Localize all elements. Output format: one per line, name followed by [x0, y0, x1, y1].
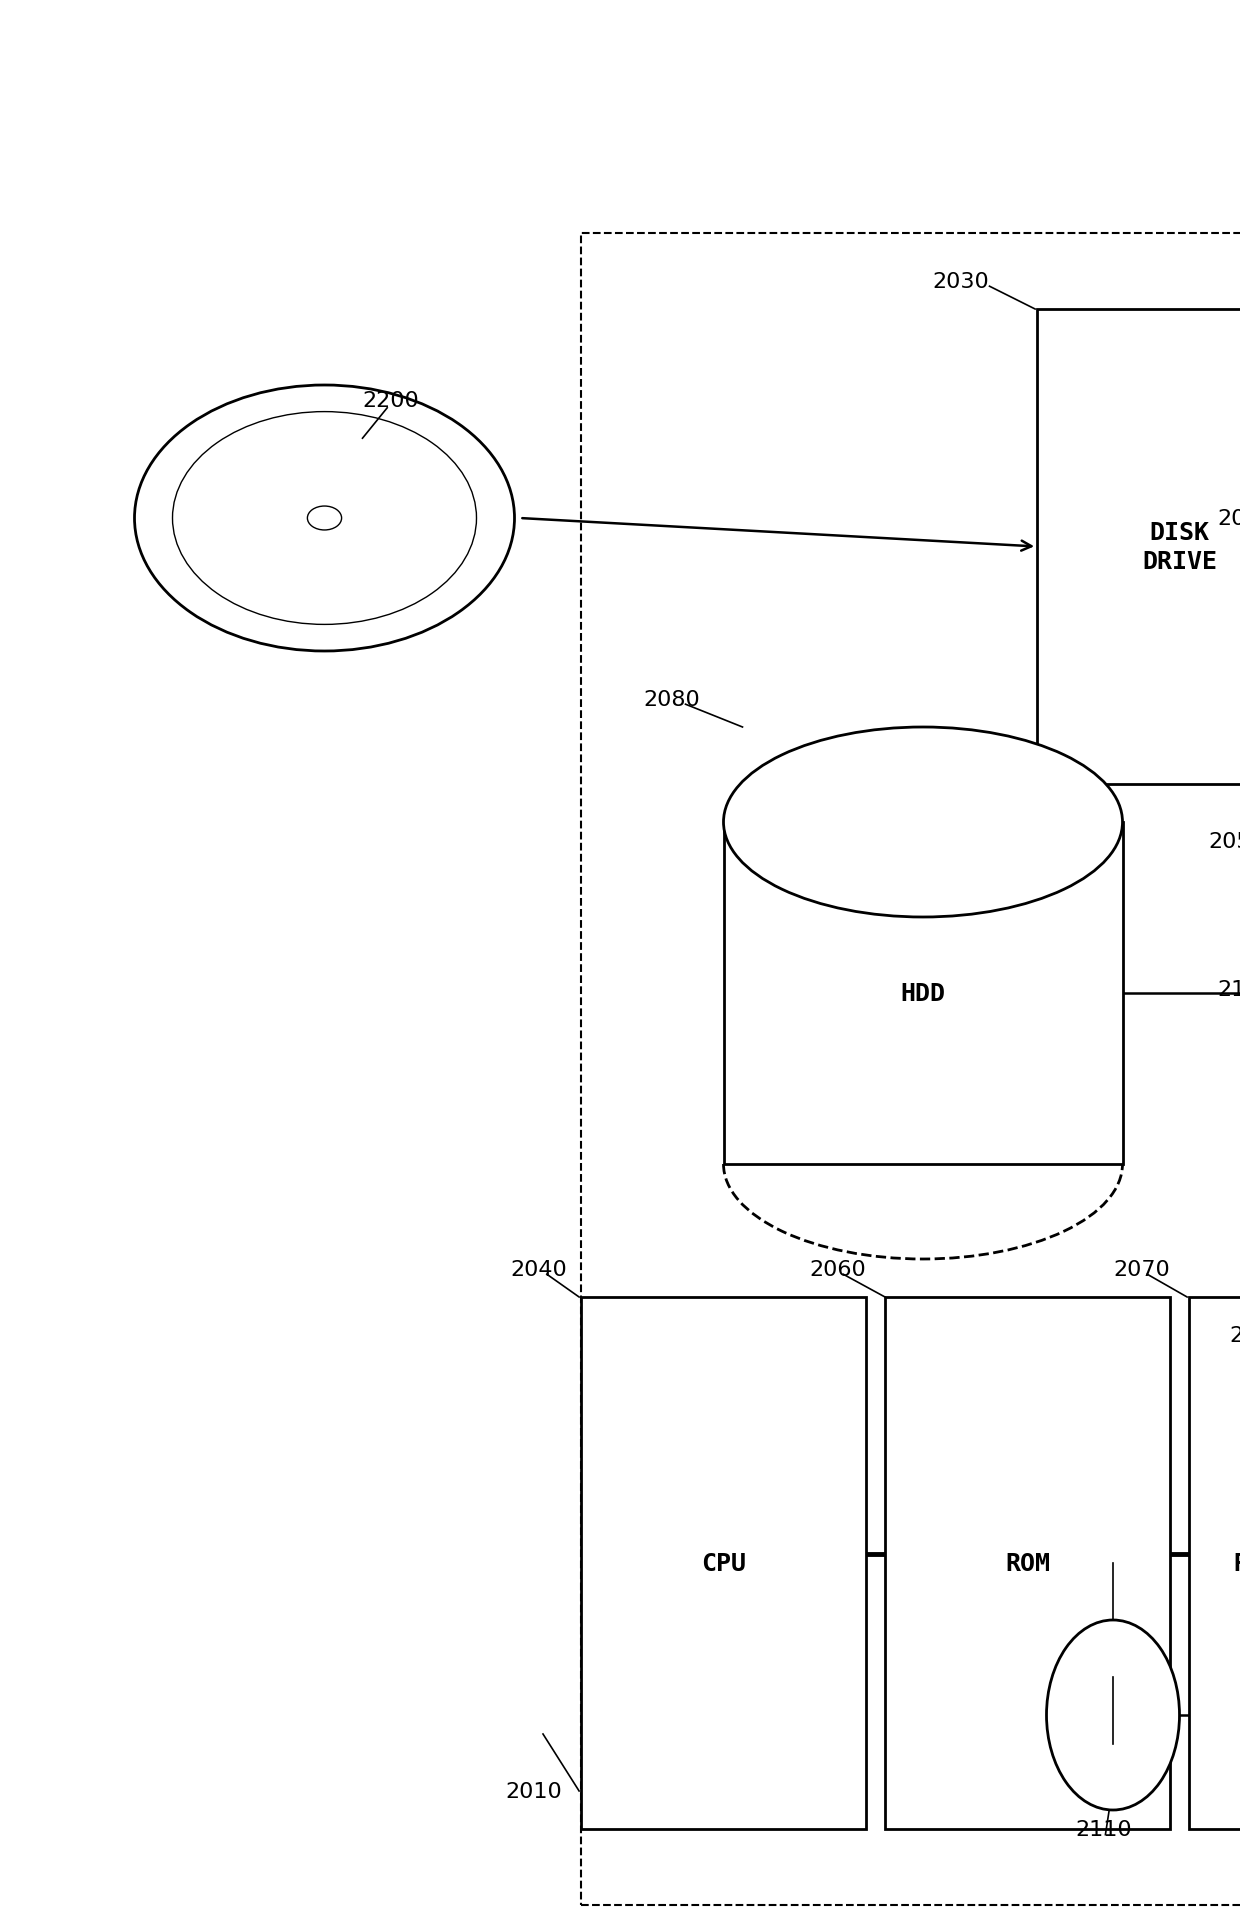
- Ellipse shape: [172, 412, 476, 626]
- Text: ROM: ROM: [1004, 1551, 1050, 1575]
- Ellipse shape: [134, 386, 515, 651]
- Bar: [723, 823, 1122, 1165]
- Text: DISK
DRIVE: DISK DRIVE: [1142, 520, 1216, 574]
- Text: 2060: 2060: [810, 1260, 866, 1279]
- Text: 2120: 2120: [1218, 980, 1240, 999]
- Text: CPU: CPU: [701, 1551, 746, 1575]
- Bar: [1037, 309, 1240, 784]
- Bar: [885, 1296, 1171, 1830]
- Bar: [1189, 1296, 1240, 1830]
- Text: 2030: 2030: [932, 270, 990, 292]
- Text: 2020: 2020: [1218, 508, 1240, 529]
- Text: RAM: RAM: [1233, 1551, 1240, 1575]
- Text: 2200: 2200: [362, 390, 419, 412]
- Text: 2010: 2010: [505, 1781, 562, 1801]
- Text: 2110: 2110: [1075, 1820, 1132, 1839]
- Ellipse shape: [723, 728, 1122, 918]
- Ellipse shape: [308, 506, 341, 531]
- Text: 2080: 2080: [644, 690, 701, 709]
- Text: 2050: 2050: [1208, 831, 1240, 852]
- Text: HDD: HDD: [900, 981, 945, 1005]
- Bar: [582, 234, 1240, 1905]
- Bar: [582, 1296, 866, 1830]
- Text: 2070: 2070: [1114, 1260, 1169, 1279]
- Text: 2100: 2100: [1229, 1325, 1240, 1345]
- Text: 2040: 2040: [511, 1260, 568, 1279]
- Ellipse shape: [1047, 1621, 1179, 1810]
